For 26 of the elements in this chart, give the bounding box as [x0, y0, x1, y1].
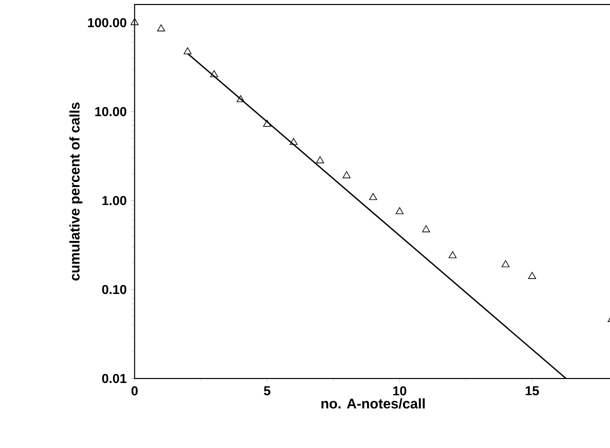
point	[502, 260, 510, 268]
point	[210, 70, 218, 78]
x-tick-label: 15	[526, 386, 539, 396]
point	[396, 207, 404, 214]
point	[342, 171, 351, 178]
y-tick-label: 10.00	[95, 107, 126, 116]
x-tick-label: 0	[132, 386, 138, 396]
point	[528, 272, 536, 279]
x-tick-label: 5	[264, 386, 270, 396]
x-tick-label: 10	[393, 386, 406, 396]
point	[130, 18, 139, 26]
y-tick-label: 100.00	[88, 18, 126, 28]
point	[369, 193, 378, 200]
point	[184, 47, 192, 54]
point	[422, 225, 430, 232]
point	[263, 120, 272, 127]
y-tick-label: 0.10	[102, 284, 126, 294]
point	[290, 138, 298, 145]
y-tick-label: 0.01	[102, 374, 126, 384]
x-axis-title: no. A-notes/call	[321, 398, 425, 409]
y-axis-title: cumulative percent of calls	[69, 102, 82, 280]
point	[157, 24, 166, 32]
point	[236, 95, 245, 102]
point	[448, 251, 457, 258]
y-tick-label: 1.00	[102, 196, 126, 206]
point	[316, 156, 324, 164]
